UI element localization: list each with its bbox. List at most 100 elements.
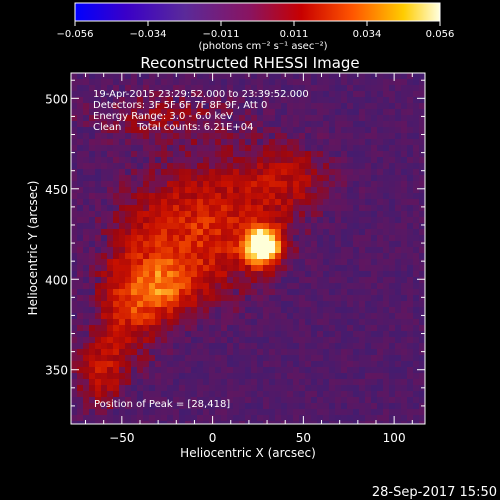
heatmap-cell xyxy=(131,139,137,145)
heatmap-cell xyxy=(203,343,209,349)
heatmap-cell xyxy=(221,265,227,271)
heatmap-cell xyxy=(185,361,191,367)
heatmap-cell xyxy=(173,415,179,421)
heatmap-cell xyxy=(125,139,131,145)
heatmap-cell xyxy=(299,103,305,109)
heatmap-cell xyxy=(263,91,269,97)
heatmap-cell xyxy=(71,325,77,331)
heatmap-cell xyxy=(179,325,185,331)
heatmap-cell xyxy=(359,139,365,145)
heatmap-cell xyxy=(227,355,233,361)
heatmap-cell xyxy=(101,217,107,223)
heatmap-cell xyxy=(131,253,137,259)
heatmap-cell xyxy=(263,157,269,163)
heatmap-cell xyxy=(383,271,389,277)
heatmap-cell xyxy=(167,349,173,355)
heatmap-cell xyxy=(107,271,113,277)
heatmap-cell xyxy=(371,289,377,295)
heatmap-cell xyxy=(293,295,299,301)
heatmap-cell xyxy=(341,91,347,97)
heatmap-cell xyxy=(353,235,359,241)
heatmap-cell xyxy=(317,325,323,331)
heatmap-cell xyxy=(359,169,365,175)
heatmap-cell xyxy=(89,139,95,145)
heatmap-cell xyxy=(227,415,233,421)
heatmap-cell xyxy=(143,331,149,337)
heatmap-cell xyxy=(143,259,149,265)
heatmap-cell xyxy=(317,133,323,139)
heatmap-cell xyxy=(311,205,317,211)
heatmap-cell xyxy=(89,187,95,193)
heatmap-cell xyxy=(299,415,305,421)
heatmap-cell xyxy=(353,133,359,139)
heatmap-cell xyxy=(347,277,353,283)
heatmap-cell xyxy=(227,421,233,424)
heatmap-cell xyxy=(347,313,353,319)
heatmap-cell xyxy=(197,145,203,151)
heatmap-cell xyxy=(95,151,101,157)
heatmap-cell xyxy=(251,109,257,115)
heatmap-cell xyxy=(209,205,215,211)
heatmap-cell xyxy=(359,409,365,415)
heatmap-cell xyxy=(395,283,401,289)
heatmap-cell xyxy=(227,151,233,157)
heatmap-cell xyxy=(89,379,95,385)
heatmap-cell xyxy=(401,91,407,97)
heatmap-cell xyxy=(263,355,269,361)
heatmap-cell xyxy=(233,349,239,355)
heatmap-cell xyxy=(95,361,101,367)
heatmap-cell xyxy=(161,265,167,271)
heatmap-cell xyxy=(101,415,107,421)
heatmap-cell xyxy=(335,409,341,415)
heatmap-cell xyxy=(239,361,245,367)
heatmap-cell xyxy=(371,169,377,175)
heatmap-cell xyxy=(77,421,83,424)
heatmap-cell xyxy=(383,391,389,397)
heatmap-cell xyxy=(155,91,161,97)
heatmap-cell xyxy=(407,421,413,424)
heatmap-cell xyxy=(263,349,269,355)
heatmap-cell xyxy=(377,133,383,139)
heatmap-cell xyxy=(101,205,107,211)
heatmap-cell xyxy=(149,367,155,373)
heatmap-cell xyxy=(413,205,419,211)
heatmap-cell xyxy=(173,199,179,205)
heatmap-cell xyxy=(95,109,101,115)
heatmap-cell xyxy=(191,235,197,241)
heatmap-cell xyxy=(239,205,245,211)
heatmap-cell xyxy=(143,373,149,379)
heatmap-cell xyxy=(293,145,299,151)
heatmap-cell xyxy=(323,235,329,241)
heatmap-cell xyxy=(173,409,179,415)
heatmap-cell xyxy=(95,385,101,391)
heatmap-cell xyxy=(383,367,389,373)
heatmap-cell xyxy=(275,403,281,409)
heatmap-cell xyxy=(251,397,257,403)
heatmap-cell xyxy=(341,115,347,121)
heatmap-cell xyxy=(395,277,401,283)
heatmap-cell xyxy=(203,139,209,145)
heatmap-cell xyxy=(203,109,209,115)
heatmap-cell xyxy=(401,121,407,127)
heatmap-cell xyxy=(185,223,191,229)
heatmap-cell xyxy=(263,319,269,325)
heatmap-cell xyxy=(257,199,263,205)
heatmap-cell xyxy=(275,325,281,331)
heatmap-cell xyxy=(245,361,251,367)
heatmap-cell xyxy=(347,331,353,337)
heatmap-cell xyxy=(281,127,287,133)
heatmap-cell xyxy=(77,97,83,103)
heatmap-cell xyxy=(167,145,173,151)
heatmap-cell xyxy=(245,403,251,409)
heatmap-cell xyxy=(179,379,185,385)
heatmap-cell xyxy=(341,133,347,139)
heatmap-cell xyxy=(395,343,401,349)
heatmap-cell xyxy=(353,241,359,247)
heatmap-cell xyxy=(209,151,215,157)
heatmap-cell xyxy=(407,379,413,385)
heatmap-cell xyxy=(191,373,197,379)
heatmap-cell xyxy=(335,373,341,379)
heatmap-cell xyxy=(71,373,77,379)
heatmap-cell xyxy=(263,145,269,151)
heatmap-cell xyxy=(317,79,323,85)
